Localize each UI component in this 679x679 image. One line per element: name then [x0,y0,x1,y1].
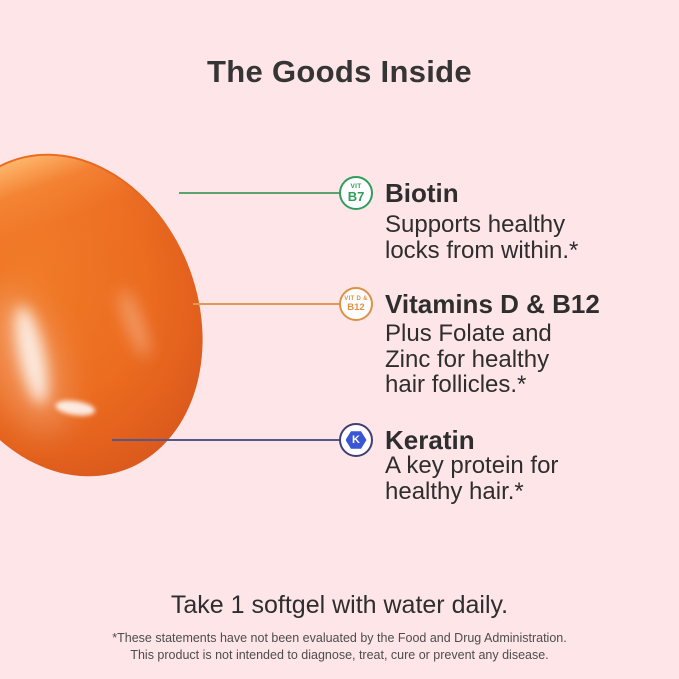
callout-body-keratin: A key protein for healthy hair.* [385,453,558,504]
callout-title-keratin: Keratin [385,425,475,455]
page-title: The Goods Inside [207,54,472,89]
fda-disclaimer: *These statements have not been evaluate… [0,630,679,663]
keratin-k-label: K [352,433,360,446]
badge-biotin-b7-icon: VIT B7 [339,176,373,210]
callout-body-line: Supports healthy [385,211,566,238]
dosage-instruction: Take 1 softgel with water daily. [170,591,509,619]
badge-biotin-b7-label: B7 [347,189,365,204]
callout-body-line: healthy hair.* [385,477,524,505]
callout-body-line: Plus Folate and [385,320,552,347]
softgel-capsule-image [0,115,247,515]
callout-title-vitamins: Vitamins D & B12 [385,289,600,319]
badge-vitamins-d-b12-icon: VIT D & B12 [339,287,373,321]
badge-biotin-vit-label: VIT [350,183,362,190]
fda-disclaimer-line: *These statements have not been evaluate… [112,631,567,645]
callout-line-vitamins [193,303,340,305]
callout-body-line: hair follicles.* [385,371,527,398]
callout-body-biotin: Supports healthy locks from within.* [385,212,578,263]
callout-title-biotin: Biotin [385,178,459,208]
badge-vitamins-b12-label: B12 [347,301,365,313]
keratin-hexagon-icon: K [345,431,367,449]
callout-body-line: Zinc for healthy [385,345,550,373]
callout-body-vitamins: Plus Folate and Zinc for healthy hair fo… [385,321,552,398]
badge-vitamins-vitd-label: VIT D & [344,295,368,302]
fda-disclaimer-line: This product is not intended to diagnose… [130,647,549,662]
badge-keratin-icon: K [339,423,373,457]
callout-body-line: locks from within.* [385,236,579,264]
callout-body-line: A key protein for [385,452,559,479]
callout-line-biotin [179,192,340,194]
callout-line-keratin [112,439,340,441]
